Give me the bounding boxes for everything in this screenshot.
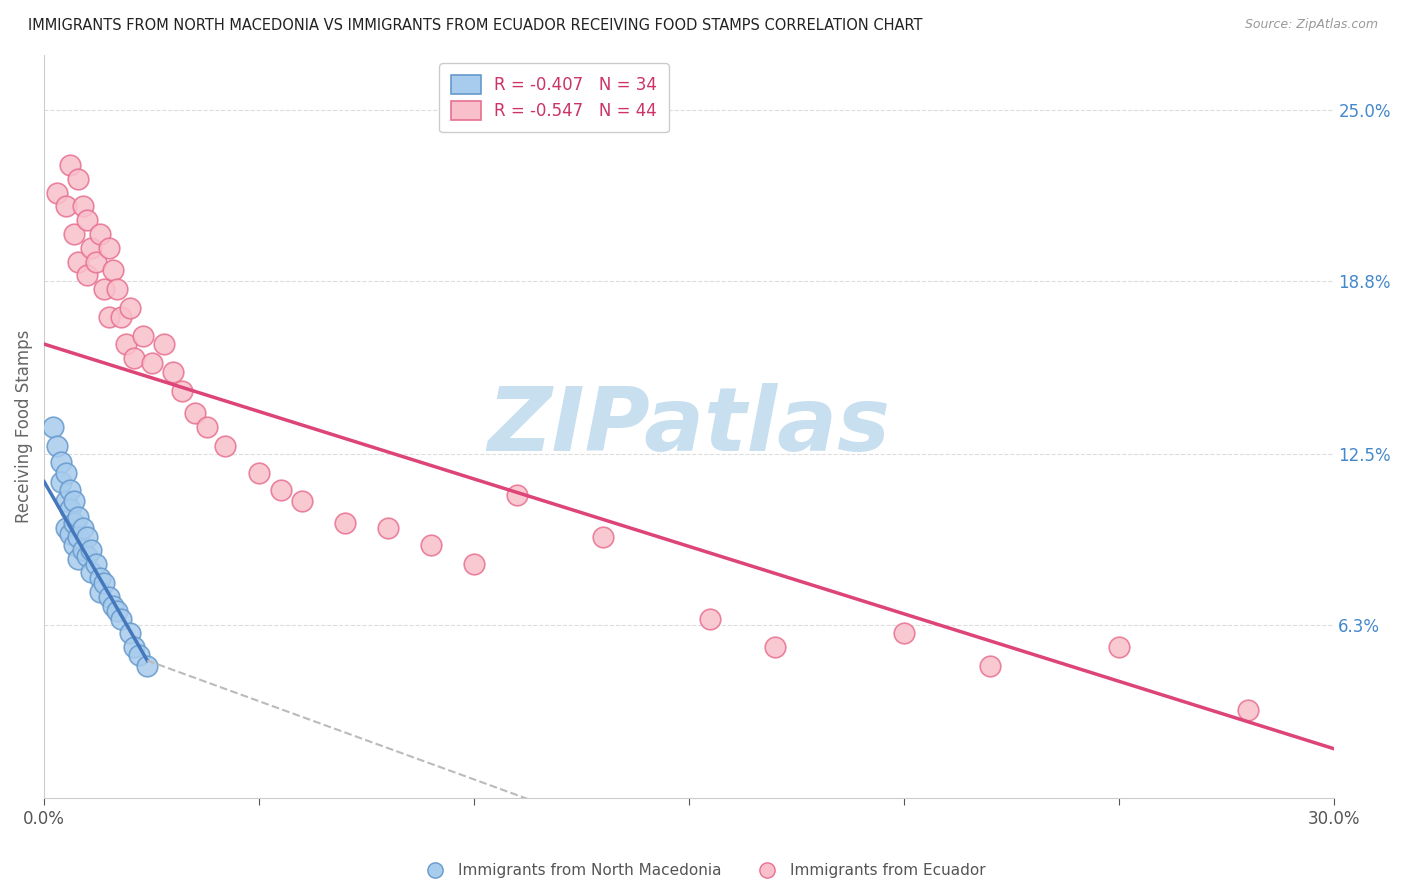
Point xyxy=(63,516,86,530)
Point xyxy=(76,549,98,563)
Point xyxy=(97,241,120,255)
Point xyxy=(63,227,86,241)
Point xyxy=(76,213,98,227)
Point xyxy=(55,494,77,508)
Text: Source: ZipAtlas.com: Source: ZipAtlas.com xyxy=(1244,18,1378,31)
Point xyxy=(136,659,159,673)
Point xyxy=(170,384,193,398)
Point xyxy=(183,406,205,420)
Point xyxy=(506,488,529,502)
Point xyxy=(55,467,77,481)
Text: IMMIGRANTS FROM NORTH MACEDONIA VS IMMIGRANTS FROM ECUADOR RECEIVING FOOD STAMPS: IMMIGRANTS FROM NORTH MACEDONIA VS IMMIG… xyxy=(28,18,922,33)
Point xyxy=(1236,703,1258,717)
Point xyxy=(59,502,82,516)
Point xyxy=(291,494,314,508)
Text: ZIPatlas: ZIPatlas xyxy=(488,384,890,470)
Point xyxy=(979,659,1001,673)
Point xyxy=(67,510,90,524)
Point xyxy=(101,599,124,613)
Point xyxy=(419,538,441,552)
Point xyxy=(51,455,73,469)
Point xyxy=(97,591,120,605)
Point xyxy=(110,612,132,626)
Point xyxy=(132,328,155,343)
Point xyxy=(59,483,82,497)
Point xyxy=(51,475,73,489)
Point xyxy=(46,186,69,200)
Point xyxy=(97,310,120,324)
Point xyxy=(197,419,219,434)
Point xyxy=(93,282,115,296)
Point xyxy=(333,516,356,530)
Point xyxy=(72,199,94,213)
Point xyxy=(1108,640,1130,654)
Point xyxy=(114,337,136,351)
Point xyxy=(59,527,82,541)
Y-axis label: Receiving Food Stamps: Receiving Food Stamps xyxy=(15,330,32,524)
Point xyxy=(270,483,292,497)
Legend: R = -0.407   N = 34, R = -0.547   N = 44: R = -0.407 N = 34, R = -0.547 N = 44 xyxy=(439,63,669,132)
Point xyxy=(84,254,107,268)
Point xyxy=(67,551,90,566)
Point xyxy=(247,467,270,481)
Point xyxy=(80,566,103,580)
Point xyxy=(80,241,103,255)
Point xyxy=(153,337,176,351)
Point xyxy=(41,419,63,434)
Point xyxy=(463,558,485,572)
Point xyxy=(63,494,86,508)
Point xyxy=(101,262,124,277)
Point xyxy=(141,356,163,370)
Point xyxy=(89,584,111,599)
Point xyxy=(377,521,399,535)
Point xyxy=(72,543,94,558)
Point xyxy=(89,227,111,241)
Point xyxy=(55,521,77,535)
Legend: Immigrants from North Macedonia, Immigrants from Ecuador: Immigrants from North Macedonia, Immigra… xyxy=(413,857,993,884)
Point xyxy=(59,158,82,172)
Point xyxy=(46,439,69,453)
Point xyxy=(63,538,86,552)
Point xyxy=(120,301,142,316)
Point xyxy=(55,199,77,213)
Point xyxy=(105,604,128,618)
Point xyxy=(76,530,98,544)
Point xyxy=(89,571,111,585)
Point xyxy=(76,268,98,283)
Point xyxy=(699,612,721,626)
Point xyxy=(67,172,90,186)
Point xyxy=(592,530,614,544)
Point xyxy=(93,576,115,591)
Point xyxy=(67,530,90,544)
Point xyxy=(124,351,146,365)
Point xyxy=(162,365,184,379)
Point xyxy=(120,626,142,640)
Point xyxy=(105,282,128,296)
Point xyxy=(67,254,90,268)
Point xyxy=(214,439,236,453)
Point xyxy=(124,640,146,654)
Point xyxy=(84,558,107,572)
Point xyxy=(72,521,94,535)
Point xyxy=(128,648,150,662)
Point xyxy=(893,626,915,640)
Point xyxy=(110,310,132,324)
Point xyxy=(763,640,786,654)
Point xyxy=(80,543,103,558)
